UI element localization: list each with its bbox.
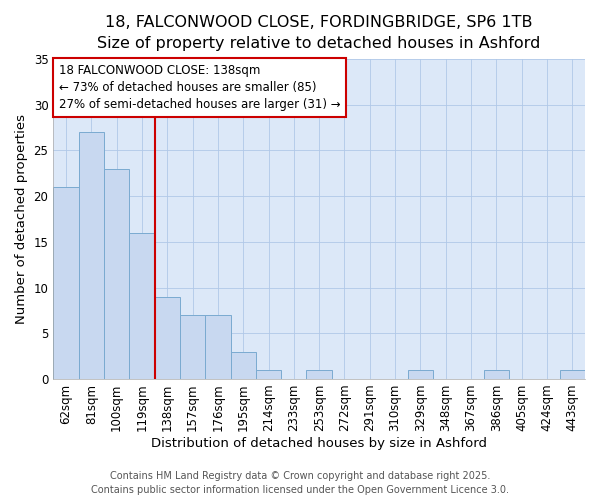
Bar: [155, 296, 180, 379]
Bar: [560, 370, 585, 379]
Bar: [484, 370, 509, 379]
Bar: [256, 370, 281, 379]
Bar: [408, 370, 433, 379]
Title: 18, FALCONWOOD CLOSE, FORDINGBRIDGE, SP6 1TB
Size of property relative to detach: 18, FALCONWOOD CLOSE, FORDINGBRIDGE, SP6…: [97, 15, 541, 51]
Text: 18 FALCONWOOD CLOSE: 138sqm
← 73% of detached houses are smaller (85)
27% of sem: 18 FALCONWOOD CLOSE: 138sqm ← 73% of det…: [59, 64, 340, 111]
Bar: [205, 315, 230, 379]
Y-axis label: Number of detached properties: Number of detached properties: [15, 114, 28, 324]
X-axis label: Distribution of detached houses by size in Ashford: Distribution of detached houses by size …: [151, 437, 487, 450]
Bar: [180, 315, 205, 379]
Bar: [307, 370, 332, 379]
Text: Contains HM Land Registry data © Crown copyright and database right 2025.
Contai: Contains HM Land Registry data © Crown c…: [91, 471, 509, 495]
Bar: [230, 352, 256, 379]
Bar: [53, 187, 79, 379]
Bar: [129, 232, 155, 379]
Bar: [104, 169, 129, 379]
Bar: [79, 132, 104, 379]
